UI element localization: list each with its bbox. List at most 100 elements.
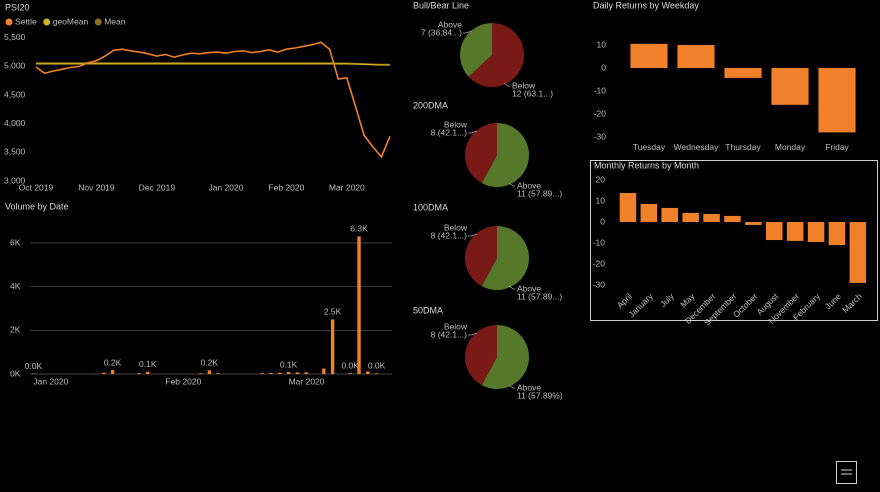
x-tick-label: Friday: [825, 142, 849, 152]
chart-title: 100DMA: [413, 202, 448, 212]
bar: [703, 214, 720, 222]
bar: [137, 373, 141, 374]
y-tick-label: 4,500: [4, 89, 26, 99]
pie-label-value: 8 (42.1...): [431, 127, 468, 137]
y-tick-label: -30: [593, 279, 606, 289]
chart-title: Daily Returns by Weekday: [593, 0, 699, 10]
data-label: 0.2K: [201, 358, 219, 368]
y-tick-label: 0K: [10, 368, 21, 378]
bar: [724, 215, 741, 222]
data-label: 0.0K: [341, 360, 359, 370]
chart-title: PSI20: [5, 2, 30, 12]
pie-slice: [481, 325, 530, 389]
y-tick-label: 20: [596, 174, 606, 184]
bar: [278, 372, 282, 374]
leader-line: [508, 182, 515, 187]
bar: [366, 371, 370, 374]
data-label: 0.1K: [139, 359, 157, 369]
y-tick-label: 5,000: [4, 61, 26, 71]
x-tick-label: Nov 2019: [78, 182, 115, 192]
pie-slice: [465, 226, 497, 287]
pie-slice: [468, 22, 525, 87]
pie-label-category: Above: [517, 283, 541, 293]
pie-slice: [481, 226, 530, 290]
bar: [198, 373, 203, 374]
pie-label-category: Above: [517, 382, 541, 392]
bar: [745, 222, 762, 225]
selected-visual-border: [590, 160, 878, 321]
x-tick-label: Mar 2020: [289, 376, 325, 386]
series-line: [36, 63, 390, 66]
legend-label: Mean: [104, 16, 126, 26]
bar: [786, 222, 804, 241]
y-tick-label: 3,500: [4, 147, 26, 157]
y-tick-label: -20: [594, 108, 607, 118]
data-label: 0.1K: [280, 359, 298, 369]
pie-label-category: Below: [444, 321, 468, 331]
y-tick-label: 0: [601, 62, 606, 72]
y-tick-label: 5,500: [4, 32, 26, 42]
leader-line: [468, 332, 478, 336]
data-label: 0.0K: [368, 361, 386, 371]
pie-label-value: 11 (57.89...): [517, 291, 562, 301]
y-tick-label: 4,000: [4, 118, 26, 128]
leader-line: [468, 233, 478, 237]
y-tick-label: 6K: [10, 237, 21, 247]
y-tick-label: -30: [594, 131, 607, 141]
bar: [374, 373, 379, 374]
legend-marker: [94, 18, 102, 26]
bar: [640, 203, 658, 222]
x-tick-label: Jan 2020: [208, 182, 243, 192]
y-tick-label: -10: [593, 237, 606, 247]
data-label: 6.3K: [350, 224, 368, 234]
bar: [677, 45, 715, 68]
y-tick-label: -10: [594, 85, 607, 95]
y-tick-label: 2K: [10, 325, 21, 335]
x-tick-label: Tuesday: [633, 142, 666, 152]
data-label: 2.5K: [324, 307, 342, 317]
pie-label-value: 11 (57.89%): [517, 390, 563, 400]
y-tick-label: 10: [597, 39, 607, 49]
pie-label-value: 12 (63.1...): [512, 88, 553, 98]
legend-label: geoMean: [53, 16, 89, 26]
legend-label: Settle: [15, 16, 37, 26]
leader-line: [468, 130, 478, 134]
legend-marker: [43, 18, 51, 26]
pie-label-value: 7 (36.84...): [421, 27, 462, 37]
leader-line: [463, 30, 473, 34]
bar: [269, 372, 273, 374]
bar: [619, 193, 637, 222]
y-tick-label: -20: [593, 258, 606, 268]
x-tick-label: Feb 2020: [165, 376, 201, 386]
data-label: 0.2K: [104, 357, 122, 367]
bar: [322, 368, 326, 374]
pie-slice: [460, 23, 492, 77]
bar: [357, 236, 361, 374]
leader-line: [503, 82, 510, 87]
bar: [216, 373, 220, 374]
leader-line: [508, 384, 515, 389]
bar: [807, 222, 825, 242]
bar: [304, 372, 308, 374]
x-tick-label: Jan 2020: [33, 376, 68, 386]
x-tick-label: Oct 2019: [19, 182, 54, 192]
pie-label-category: Above: [517, 180, 541, 190]
x-tick-label: Thursday: [725, 142, 761, 152]
pie-label-category: Below: [444, 119, 468, 129]
x-tick-label: Dec 2019: [139, 182, 176, 192]
series-line: [36, 62, 390, 66]
bar: [818, 68, 856, 133]
bar: [110, 370, 115, 374]
logo: [836, 461, 857, 484]
bar: [724, 68, 762, 78]
y-tick-label: 10: [596, 195, 606, 205]
pie-label-category: Below: [512, 80, 536, 90]
pie-label-value: 8 (42.1...): [431, 329, 468, 339]
chart-title: 200DMA: [413, 100, 448, 110]
series-line: [35, 41, 391, 159]
bar: [330, 319, 335, 374]
